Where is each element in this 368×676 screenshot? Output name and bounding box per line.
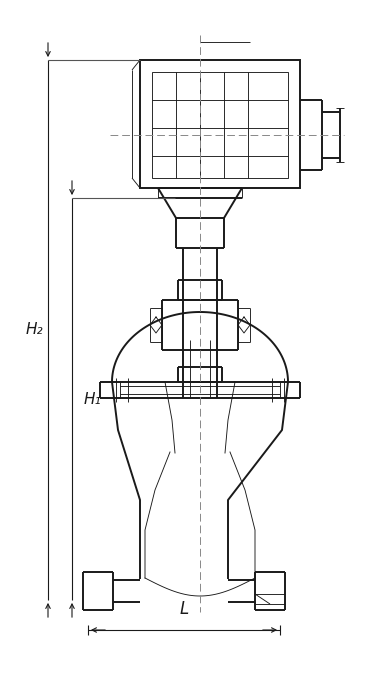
Text: H₂: H₂ xyxy=(25,322,43,337)
Bar xyxy=(152,72,288,178)
Text: L: L xyxy=(179,600,189,618)
Bar xyxy=(140,60,300,188)
Text: H₁: H₁ xyxy=(84,391,102,406)
